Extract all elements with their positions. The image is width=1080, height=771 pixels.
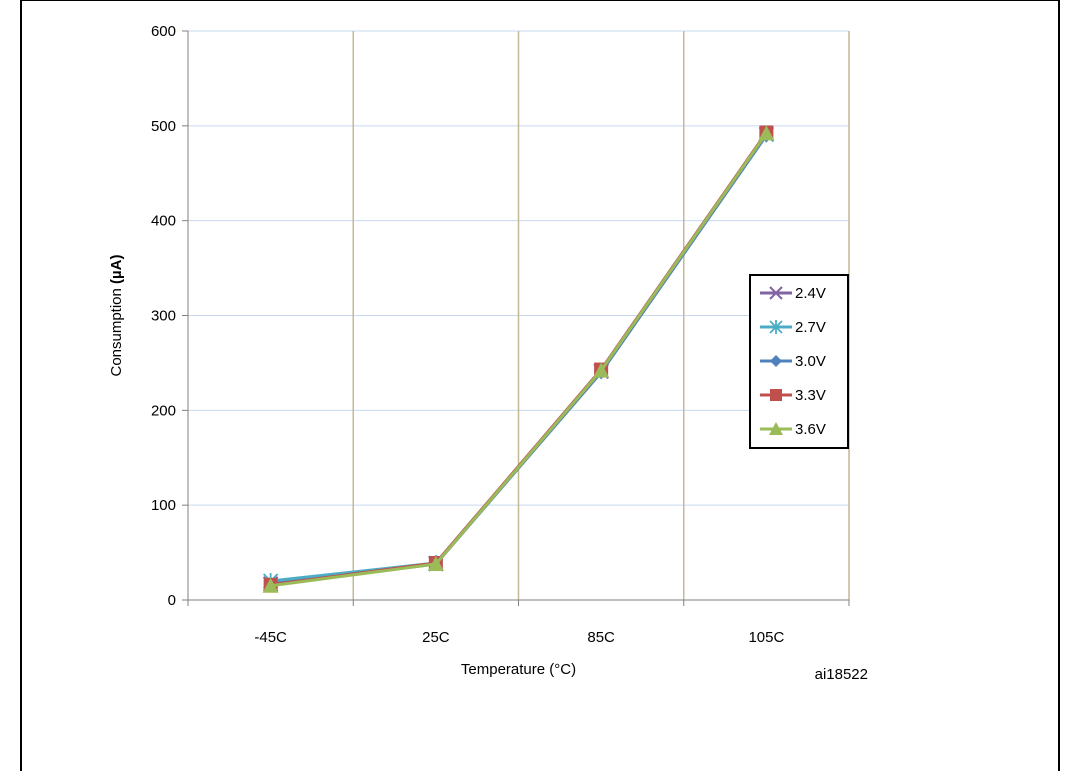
legend-label: 2.7V	[795, 319, 826, 336]
y-axis-title: Consumption (µA)	[108, 254, 125, 376]
legend-item: 2.7V	[760, 319, 826, 336]
legend-item: 3.3V	[760, 387, 826, 404]
x-tick-label: 85C	[587, 629, 615, 646]
figure-frame	[20, 0, 1060, 771]
y-tick-label: 400	[151, 213, 176, 230]
data-point	[262, 577, 279, 593]
y-tick-label: 100	[151, 497, 176, 514]
axis-layer: 0 100 200 300 400 500 600 -45C 25C 85C 105C	[151, 23, 850, 646]
series-3.6V	[262, 125, 775, 593]
legend-item: 2.4V	[760, 285, 826, 302]
y-tick-label: 600	[151, 23, 176, 40]
data-point	[427, 555, 444, 571]
y-axis-title-text: Consumption	[108, 284, 125, 377]
y-tick-label: 200	[151, 402, 176, 419]
figure-code: ai18522	[815, 666, 868, 683]
data-point	[593, 362, 610, 378]
x-tick-label: -45C	[254, 629, 287, 646]
legend-item: 3.0V	[760, 353, 826, 370]
legend-item: 3.6V	[760, 421, 826, 438]
y-tick-label: 0	[168, 592, 176, 609]
asterisk-marker	[769, 320, 783, 334]
legend-label: 3.6V	[795, 421, 826, 438]
grid-layer	[188, 30, 850, 600]
y-tick-label: 500	[151, 118, 176, 135]
diamond-marker	[770, 355, 782, 367]
page-top-rule	[20, 0, 1060, 1]
y-axis-title-unit: (µA)	[108, 254, 125, 283]
triangle-marker	[769, 422, 783, 435]
series-line	[270, 132, 768, 588]
data-point	[758, 125, 775, 141]
x-tick-label: 25C	[422, 629, 450, 646]
legend-label: 3.3V	[795, 387, 826, 404]
legend-label: 3.0V	[795, 353, 826, 370]
square-marker	[770, 389, 782, 401]
x-marker-stroke	[769, 286, 783, 300]
series-layer	[262, 125, 775, 593]
y-tick-label: 300	[151, 308, 176, 325]
x-axis-title: Temperature (°C)	[461, 661, 576, 678]
x-tick-label: 105C	[748, 629, 784, 646]
legend: 2.4V 2.7V 3.0V 3.3V 3.6V	[749, 274, 849, 449]
x-marker	[769, 286, 783, 300]
legend-label: 2.4V	[795, 285, 826, 302]
